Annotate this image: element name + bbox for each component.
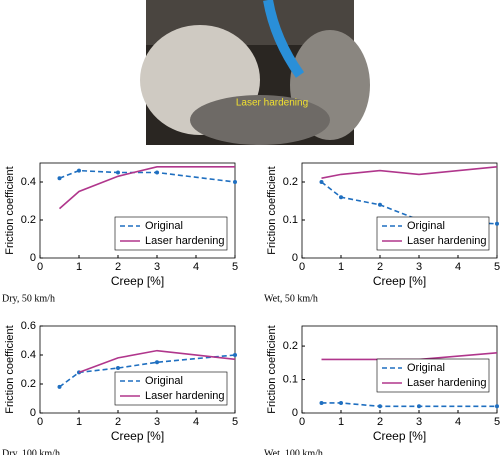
series-line [59,354,236,388]
x-tick-label: 1 [338,261,344,273]
caption: Wet, 100 km/h [264,448,323,455]
marker [378,202,382,207]
y-tick-label: 0 [292,407,298,419]
x-axis-title: Creep [%] [111,274,164,288]
x-tick-label: 5 [494,261,500,273]
x-tick-label: 3 [154,261,160,273]
legend-label: Laser hardening [145,390,225,402]
legend-box [114,371,228,406]
y-tick-label: 0.4 [21,176,36,188]
x-tick-label: 5 [232,416,238,428]
y-tick-label: 0.1 [283,373,298,385]
legend-label: Original [407,220,445,232]
caption: Wet, 50 km/h [264,293,318,304]
y-tick-label: 0.2 [21,378,36,390]
marker [339,195,343,200]
legend-label: Original [145,220,183,232]
y-tick-label: 0.2 [283,340,298,352]
marker [233,180,237,184]
plot-frame [39,325,236,414]
x-axis-title: Creep [%] [373,429,426,443]
x-tick-label: 2 [115,416,121,428]
x-tick-label: 0 [299,261,305,273]
y-tick-label: 0 [292,252,298,264]
plot-frame [301,162,498,259]
series-line [58,166,235,210]
photo: Laser hardening [140,0,370,145]
marker [319,400,324,405]
plot-frame [39,162,236,259]
x-tick-label: 3 [154,416,160,428]
legend-label: Original [145,375,183,387]
y-tick-label: 0.2 [283,176,298,188]
y-tick-label: 0.1 [283,214,298,226]
y-tick-label: 0 [30,407,36,419]
x-tick-label: 4 [193,416,199,428]
x-tick-label: 2 [115,261,121,273]
y-axis-title: Friction coefficient [4,166,16,254]
legend-label: Laser hardening [407,377,487,389]
legend-box [376,358,490,393]
y-axis-title: Friction coefficient [266,325,278,413]
x-tick-label: 3 [416,416,422,428]
marker [378,404,382,409]
marker [233,353,237,357]
legend-label: Laser hardening [145,235,225,247]
marker [495,221,499,226]
x-tick-label: 4 [193,261,199,273]
y-axis-title: Friction coefficient [4,325,16,413]
x-tick-label: 3 [416,261,422,273]
marker [116,170,120,175]
x-tick-label: 4 [455,416,461,428]
x-tick-label: 1 [76,261,82,273]
x-tick-label: 2 [377,416,383,428]
marker [116,366,120,371]
y-tick-label: 0.6 [21,320,36,332]
photo-label: Laser hardening [236,98,308,109]
legend-box [114,216,228,251]
marker [339,400,343,405]
series-line [78,349,236,374]
marker [57,384,62,389]
marker [77,168,81,173]
y-tick-label: 0.2 [21,214,36,226]
legend-label: Laser hardening [407,235,487,247]
caption: Dry, 50 km/h [2,293,55,304]
y-axis-title: Friction coefficient [266,166,278,254]
legend-label: Original [407,362,445,374]
x-axis-title: Creep [%] [111,429,164,443]
y-tick-label: 0.4 [21,349,36,361]
x-tick-label: 0 [299,416,305,428]
marker [417,404,421,409]
marker [57,176,62,181]
legend-box [376,216,490,251]
marker [495,404,499,409]
x-tick-label: 5 [232,261,238,273]
marker [155,170,159,175]
x-tick-label: 1 [76,416,82,428]
y-tick-label: 0 [30,252,36,264]
series-line [321,402,497,408]
x-tick-label: 4 [455,261,461,273]
x-tick-label: 0 [37,416,43,428]
series-line [59,169,236,183]
x-tick-label: 1 [338,416,344,428]
series-line [321,351,498,361]
marker [319,180,324,184]
plot-frame [301,325,498,414]
caption: Dry, 100 km/h [2,448,60,455]
series-line [321,166,498,179]
x-axis-title: Creep [%] [373,274,426,288]
x-tick-label: 2 [377,261,383,273]
x-tick-label: 5 [494,416,500,428]
x-tick-label: 0 [37,261,43,273]
marker [155,360,159,365]
